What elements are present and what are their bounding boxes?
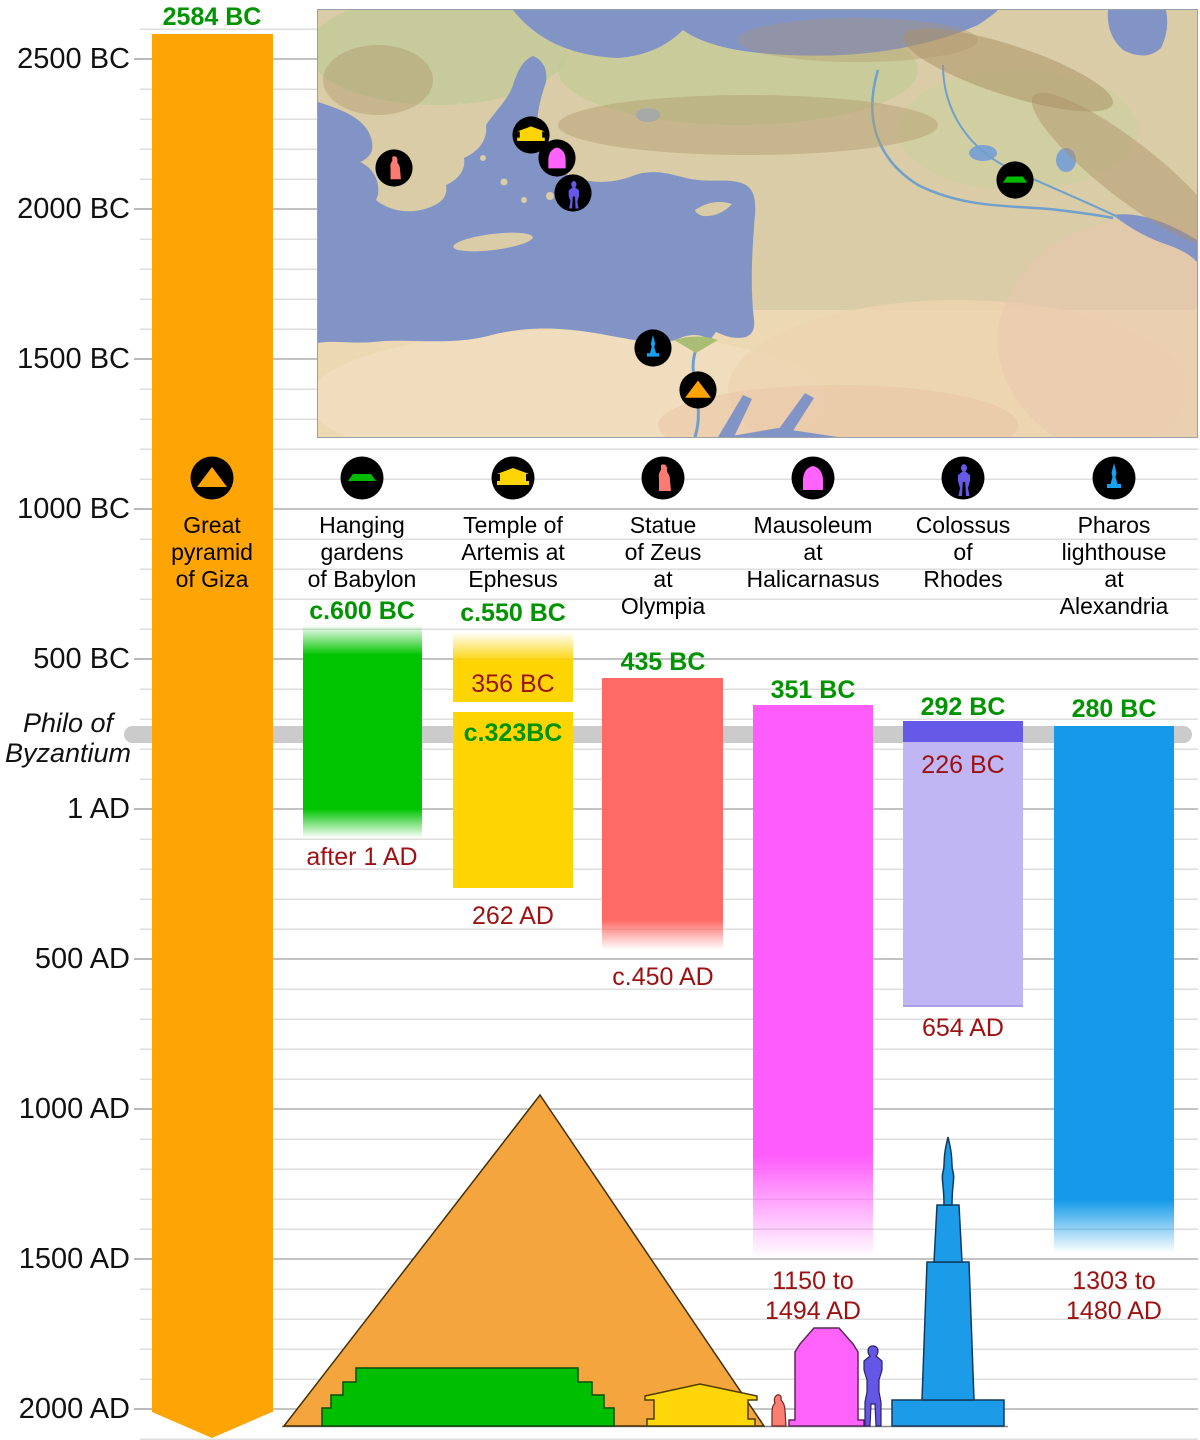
colossus-map-icon bbox=[554, 174, 592, 212]
map-cyprus bbox=[695, 202, 732, 217]
built-label-temple-artemis: c.550 BC bbox=[460, 599, 566, 627]
zeus-statue-map-icon bbox=[375, 149, 413, 187]
y-tick-2500bc: 2500 BC bbox=[0, 44, 158, 74]
name-colossus: Colossus of Rhodes bbox=[915, 512, 1011, 592]
map-euphrates-river bbox=[871, 69, 1114, 220]
map-gulf-of-suez bbox=[718, 395, 752, 437]
y-tick-500bc: 500 BC bbox=[0, 644, 158, 674]
built-label-hanging-gardens: c.600 BC bbox=[309, 597, 415, 625]
burned-label-temple-artemis: 356 BC bbox=[471, 670, 555, 698]
mausoleum-icon bbox=[791, 456, 835, 500]
bar-hanging-gardens-fade-in bbox=[303, 625, 422, 655]
built-label-great-pyramid: 2584 BC bbox=[162, 3, 262, 31]
pyramid-icon bbox=[190, 456, 234, 500]
mausoleum-map-icon bbox=[538, 139, 576, 177]
location-map bbox=[317, 9, 1198, 438]
y-tick-2000bc: 2000 BC bbox=[0, 194, 158, 224]
zeus-statue-icon bbox=[641, 456, 685, 500]
name-hanging-gardens: Hanging gardens of Babylon bbox=[307, 512, 417, 592]
name-statue-zeus: Statue of Zeus at Olympia bbox=[620, 512, 706, 619]
bar-colossus-ruins bbox=[903, 742, 1023, 1007]
map-crete bbox=[453, 232, 533, 252]
built-label-pharos: 280 BC bbox=[1071, 695, 1157, 723]
map-caucasus-mountains bbox=[903, 28, 1113, 112]
built-label-colossus: 292 BC bbox=[920, 693, 1006, 721]
destroyed-label-temple-artemis: 262 AD bbox=[471, 902, 554, 930]
bar-mausoleum-fade-out bbox=[753, 1155, 873, 1258]
map-taurus-mountains bbox=[558, 95, 938, 155]
map-black-sea bbox=[513, 10, 998, 58]
temple-map-icon bbox=[512, 116, 550, 154]
y-tick-1500ad: 1500 AD bbox=[0, 1244, 158, 1274]
collapsed-label-colossus: 226 BC bbox=[921, 751, 1005, 779]
name-pharos: Pharos lighthouse at Alexandria bbox=[1059, 512, 1169, 619]
destroyed-label-statue-zeus: c.450 AD bbox=[612, 963, 714, 991]
hanging-gardens-icon bbox=[340, 456, 384, 500]
map-nile-delta bbox=[674, 336, 718, 353]
built-label-mausoleum: 351 BC bbox=[770, 676, 856, 704]
philo-label: Philo of Byzantium bbox=[4, 708, 132, 768]
y-tick-1500bc: 1500 BC bbox=[0, 344, 158, 374]
bar-statue-zeus-fade-out bbox=[602, 920, 723, 950]
y-tick-1000ad: 1000 AD bbox=[0, 1094, 158, 1124]
map-mediterranean-sea bbox=[318, 56, 756, 343]
bar-hanging-gardens bbox=[303, 655, 422, 809]
wonder-silhouettes bbox=[282, 1093, 1008, 1428]
temple-icon bbox=[491, 456, 535, 500]
bar-great-pyramid bbox=[152, 34, 273, 1412]
silhouette-mausoleum bbox=[788, 1327, 865, 1427]
map-gulf-of-aqaba bbox=[773, 393, 814, 437]
bar-pharos-fade-out bbox=[1054, 1200, 1174, 1253]
name-temple-artemis: Temple of Artemis at Ephesus bbox=[461, 512, 565, 592]
map-red-sea bbox=[726, 428, 838, 437]
bar-colossus-standing bbox=[903, 721, 1023, 742]
rebuilt-label-temple-artemis: c.323BC bbox=[463, 719, 563, 747]
map-lake-urmia bbox=[1056, 148, 1076, 172]
map-balkan-mountains bbox=[323, 45, 433, 115]
destroyed-label-pharos: 1303 to 1480 AD bbox=[1066, 1267, 1162, 1325]
bar-hanging-gardens-fade-out bbox=[303, 809, 422, 838]
bar-great-pyramid-arrow bbox=[152, 1412, 272, 1438]
y-tick-2000ad: 2000 AD bbox=[0, 1394, 158, 1424]
silhouette-statue-zeus bbox=[771, 1394, 787, 1427]
colossus-icon bbox=[941, 456, 985, 500]
map-persian-gulf bbox=[1113, 214, 1197, 262]
y-tick-1ad: 1 AD bbox=[0, 794, 158, 824]
bar-statue-zeus bbox=[602, 678, 723, 920]
bar-temple-artemis-second bbox=[453, 712, 573, 888]
destroyed-label-mausoleum: 1150 to 1494 AD bbox=[765, 1267, 861, 1325]
silhouette-temple-artemis bbox=[644, 1383, 758, 1427]
map-caspian-sea bbox=[1107, 10, 1168, 56]
silhouette-hanging-gardens bbox=[321, 1367, 615, 1427]
y-tick-1000bc: 1000 BC bbox=[0, 494, 158, 524]
map-zagros-mountains bbox=[1031, 92, 1197, 248]
bar-temple-artemis-first bbox=[453, 662, 573, 702]
silhouette-pharos bbox=[891, 1136, 1005, 1427]
bar-temple-artemis-fade-in bbox=[453, 632, 573, 662]
y-tick-500ad: 500 AD bbox=[0, 944, 158, 974]
silhouette-colossus bbox=[863, 1345, 883, 1427]
lighthouse-icon bbox=[1092, 456, 1136, 500]
pyramid-map-icon bbox=[679, 371, 717, 409]
built-label-statue-zeus: 435 BC bbox=[620, 648, 706, 676]
hanging-gardens-map-icon bbox=[996, 161, 1034, 199]
destroyed-label-hanging-gardens: after 1 AD bbox=[306, 843, 418, 871]
bar-mausoleum bbox=[753, 705, 873, 1155]
name-mausoleum: Mausoleum at Halicarnasus bbox=[746, 512, 880, 592]
ruins-removed-label-colossus: 654 AD bbox=[921, 1014, 1004, 1042]
lighthouse-map-icon bbox=[634, 329, 672, 367]
map-lake-tuz bbox=[636, 108, 660, 122]
bar-pharos bbox=[1054, 726, 1174, 1200]
name-great-pyramid: Great pyramid of Giza bbox=[171, 512, 253, 592]
